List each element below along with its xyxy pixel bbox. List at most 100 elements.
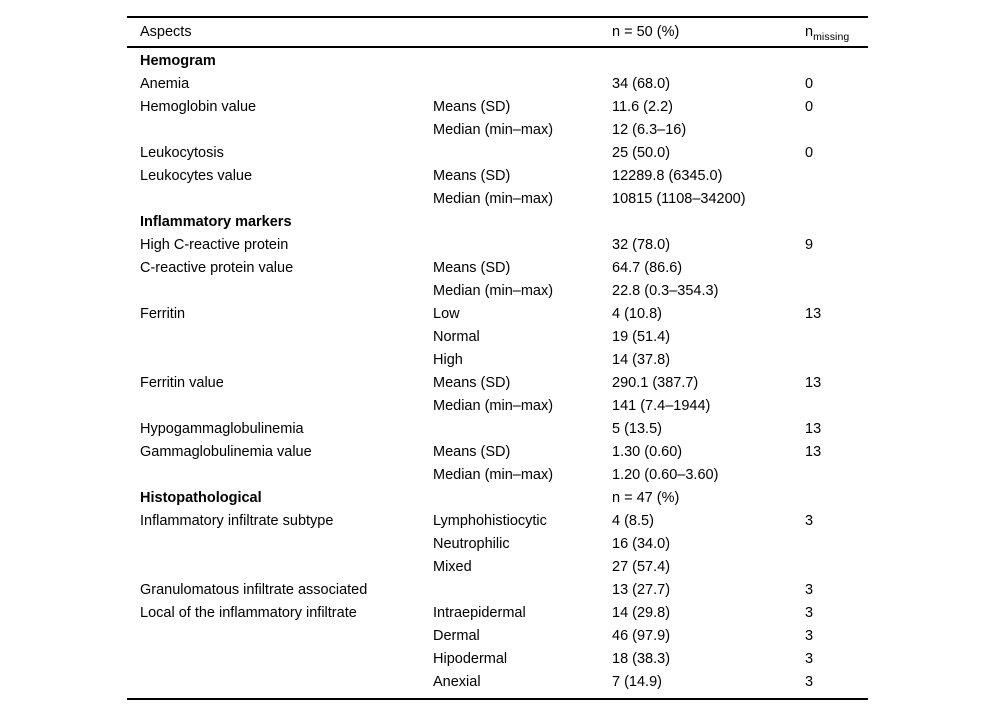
table-row: Median (min–max) 12 (6.3–16): [127, 118, 868, 141]
value-cell: 4 (8.5): [612, 512, 654, 529]
missing-cell: 13: [805, 443, 822, 460]
table-row: Local of the inflammatory infiltrate Intr…: [127, 601, 868, 624]
missing-cell: 0: [805, 75, 814, 92]
header-aspects: Aspects: [140, 23, 192, 40]
header-n50: n = 50 (%): [612, 23, 680, 40]
header-nmissing-subscript: missing: [813, 30, 850, 43]
missing-cell: 3: [805, 581, 814, 598]
aspect-cell: C-reactive protein value: [140, 259, 294, 276]
value-cell: 34 (68.0): [612, 75, 671, 92]
value-cell: 13 (27.7): [612, 581, 671, 598]
missing-cell: 13: [805, 420, 822, 437]
value-cell: 12 (6.3–16): [612, 121, 687, 138]
table-top-rule: [127, 16, 868, 18]
table-row: Anexial 7 (14.9) 3: [127, 670, 868, 693]
table-row: Normal 19 (51.4): [127, 325, 868, 348]
missing-cell: 13: [805, 305, 822, 322]
measure-cell: Low: [433, 305, 460, 322]
value-cell: 32 (78.0): [612, 236, 671, 253]
aspect-cell: Local of the inflammatory infiltrate: [140, 604, 357, 621]
measure-cell: High: [433, 351, 463, 368]
table-row: Leukocytes value Means (SD) 12289.8 (6345.…: [127, 164, 868, 187]
table-row: High C-reactive protein 32 (78.0) 9: [127, 233, 868, 256]
aspect-cell: Hypogammaglobulinemia: [140, 420, 304, 437]
laboratory-histopathology-table: Aspects n = 50 (%) nmissing Hemogram Anem…: [127, 16, 868, 700]
header-nmissing: nmissing: [805, 23, 868, 43]
value-cell: 7 (14.9): [612, 673, 662, 690]
table-row: C-reactive protein value Means (SD) 64.7 (…: [127, 256, 868, 279]
table-row: Gammaglobulinemia value Means (SD) 1.30 (0…: [127, 440, 868, 463]
measure-cell: Means (SD): [433, 443, 511, 460]
aspect-cell: Histopathological: [140, 489, 262, 506]
value-cell: 46 (97.9): [612, 627, 671, 644]
value-cell: 1.30 (0.60): [612, 443, 683, 460]
measure-cell: Normal: [433, 328, 480, 345]
table-row: Hemoglobin value Means (SD) 11.6 (2.2) 0: [127, 95, 868, 118]
aspect-cell: Inflammatory infiltrate subtype: [140, 512, 334, 529]
measure-cell: Means (SD): [433, 374, 511, 391]
measure-cell: Dermal: [433, 627, 480, 644]
table-body: Hemogram Anemia 34 (68.0) 0 Hemoglobin value…: [127, 48, 868, 698]
missing-cell: 3: [805, 673, 814, 690]
missing-cell: 13: [805, 374, 822, 391]
measure-cell: Means (SD): [433, 167, 511, 184]
table-row: Hypogammaglobulinemia 5 (13.5) 13: [127, 417, 868, 440]
table-row: Leukocytosis 25 (50.0) 0: [127, 141, 868, 164]
value-cell: 14 (29.8): [612, 604, 671, 621]
measure-cell: Median (min–max): [433, 282, 554, 299]
measure-cell: Median (min–max): [433, 397, 554, 414]
value-cell: 1.20 (0.60–3.60): [612, 466, 719, 483]
value-cell: 5 (13.5): [612, 420, 662, 437]
table-row: Neutrophilic 16 (34.0): [127, 532, 868, 555]
missing-cell: 0: [805, 98, 814, 115]
measure-cell: Neutrophilic: [433, 535, 510, 552]
table-row: Mixed 27 (57.4): [127, 555, 868, 578]
value-cell: 10815 (1108–34200): [612, 190, 746, 207]
missing-cell: 0: [805, 144, 814, 161]
value-cell: 19 (51.4): [612, 328, 671, 345]
table-row: Dermal 46 (97.9) 3: [127, 624, 868, 647]
table-row: Hemogram: [127, 49, 868, 72]
table-row: Granulomatous infiltrate associated 13 (2…: [127, 578, 868, 601]
value-cell: 141 (7.4–1944): [612, 397, 711, 414]
missing-cell: 9: [805, 236, 814, 253]
table-row: Histopathological n = 47 (%): [127, 486, 868, 509]
missing-cell: 3: [805, 627, 814, 644]
value-cell: n = 47 (%): [612, 489, 680, 506]
aspect-cell: Anemia: [140, 75, 190, 92]
measure-cell: Hipodermal: [433, 650, 508, 667]
measure-cell: Median (min–max): [433, 190, 554, 207]
value-cell: 290.1 (387.7): [612, 374, 699, 391]
value-cell: 16 (34.0): [612, 535, 671, 552]
table-header-row: Aspects n = 50 (%) nmissing: [127, 18, 868, 47]
aspect-cell: Hemogram: [140, 52, 216, 69]
table-row: Median (min–max) 10815 (1108–34200): [127, 187, 868, 210]
aspect-cell: Ferritin value: [140, 374, 224, 391]
table-row: Median (min–max) 141 (7.4–1944): [127, 394, 868, 417]
value-cell: 14 (37.8): [612, 351, 671, 368]
value-cell: 4 (10.8): [612, 305, 662, 322]
aspect-cell: Inflammatory markers: [140, 213, 292, 230]
measure-cell: Means (SD): [433, 98, 511, 115]
measure-cell: Median (min–max): [433, 466, 554, 483]
aspect-cell: Leukocytosis: [140, 144, 224, 161]
measure-cell: Intraepidermal: [433, 604, 526, 621]
missing-cell: 3: [805, 512, 814, 529]
aspect-cell: Hemoglobin value: [140, 98, 257, 115]
value-cell: 11.6 (2.2): [612, 98, 673, 115]
table-row: Median (min–max) 1.20 (0.60–3.60): [127, 463, 868, 486]
value-cell: 25 (50.0): [612, 144, 671, 161]
aspect-cell: High C-reactive protein: [140, 236, 289, 253]
table-row: Inflammatory infiltrate subtype Lymphohis…: [127, 509, 868, 532]
table-row: High 14 (37.8): [127, 348, 868, 371]
table-row: Ferritin value Means (SD) 290.1 (387.7) 13: [127, 371, 868, 394]
header-nmissing-main: n: [805, 23, 814, 40]
measure-cell: Means (SD): [433, 259, 511, 276]
table-row: Inflammatory markers: [127, 210, 868, 233]
missing-cell: 3: [805, 604, 814, 621]
value-cell: 64.7 (86.6): [612, 259, 683, 276]
aspect-cell: Granulomatous infiltrate associated: [140, 581, 368, 598]
table-row: Median (min–max) 22.8 (0.3–354.3): [127, 279, 868, 302]
value-cell: 12289.8 (6345.0): [612, 167, 723, 184]
